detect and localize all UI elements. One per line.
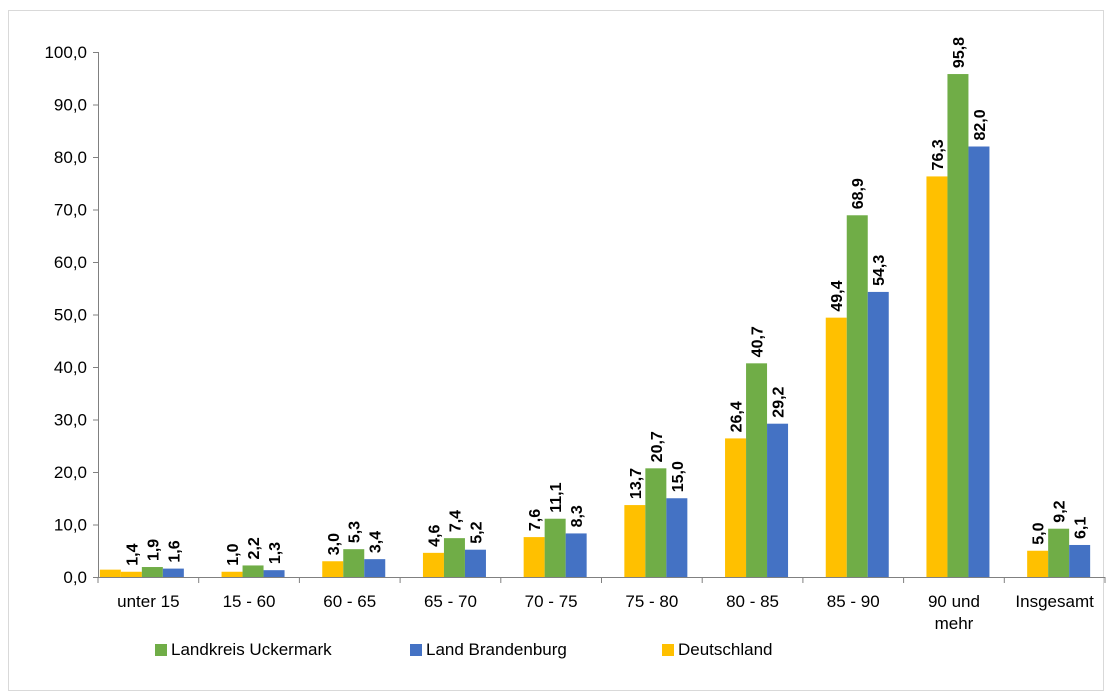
data-label: 13,7 xyxy=(628,468,645,499)
x-tick-label: 80 - 85 xyxy=(726,592,779,611)
bar-landkreis-uckermark xyxy=(1048,528,1070,577)
x-tick-label: 65 - 70 xyxy=(424,592,477,611)
bar-landkreis-uckermark xyxy=(544,518,566,577)
data-label: 3,4 xyxy=(368,531,385,553)
bar-deutschland xyxy=(725,438,747,577)
data-label: 29,2 xyxy=(771,386,788,417)
data-label: 9,2 xyxy=(1052,500,1069,522)
data-label: 6,1 xyxy=(1073,517,1090,539)
data-label: 5,3 xyxy=(347,521,364,543)
bar-land-brandenburg xyxy=(767,423,789,577)
bar-deutschland xyxy=(523,537,545,577)
data-label: 1,0 xyxy=(225,543,242,565)
bar-deutschland xyxy=(322,561,344,577)
data-label: 20,7 xyxy=(649,431,666,462)
data-label: 26,4 xyxy=(729,401,746,432)
data-label: 4,6 xyxy=(426,525,443,547)
x-tick-label: unter 15 xyxy=(117,592,179,611)
data-label: 5,0 xyxy=(1031,522,1048,544)
y-tick-label: 10,0 xyxy=(54,516,87,535)
data-label: 1,6 xyxy=(166,540,183,562)
y-tick-label: 0,0 xyxy=(63,568,87,587)
legend-swatch xyxy=(155,644,167,656)
data-label: 3,0 xyxy=(326,533,343,555)
bar-landkreis-uckermark xyxy=(947,74,969,578)
bar-land-brandenburg xyxy=(162,568,184,577)
bar-deutschland xyxy=(825,317,847,577)
data-label: 15,0 xyxy=(670,461,687,492)
x-tick-label: mehr xyxy=(935,614,974,633)
y-tick-label: 20,0 xyxy=(54,463,87,482)
bar-landkreis-uckermark xyxy=(242,565,264,577)
data-label: 68,9 xyxy=(850,178,867,209)
data-label: 8,3 xyxy=(569,505,586,527)
y-tick-label: 50,0 xyxy=(54,306,87,325)
bar-land-brandenburg xyxy=(263,570,285,577)
x-tick-label: 60 - 65 xyxy=(323,592,376,611)
bar-landkreis-uckermark xyxy=(343,549,365,577)
bar-deutschland xyxy=(1027,550,1049,577)
data-label: 1,4 xyxy=(124,543,141,565)
x-tick-label: Insgesamt xyxy=(1015,592,1094,611)
data-label: 82,0 xyxy=(972,109,989,140)
data-label: 95,8 xyxy=(951,37,968,68)
y-tick-label: 30,0 xyxy=(54,411,87,430)
bar-landkreis-uckermark xyxy=(746,363,768,577)
bar-deutschland xyxy=(624,505,646,577)
legend-entry: Deutschland xyxy=(678,640,773,659)
bar-landkreis-uckermark xyxy=(846,215,868,577)
legend-swatch xyxy=(662,644,674,656)
data-label: 7,6 xyxy=(527,509,544,531)
y-tick-label: 100,0 xyxy=(44,43,87,62)
data-label: 76,3 xyxy=(930,139,947,170)
y-tick-label: 80,0 xyxy=(54,148,87,167)
x-tick-label: 15 - 60 xyxy=(223,592,276,611)
bar-deutschland xyxy=(120,571,142,577)
data-label: 49,4 xyxy=(829,280,846,311)
data-label: 7,4 xyxy=(447,510,464,532)
data-label: 1,9 xyxy=(145,539,162,561)
bar-deutschland xyxy=(422,552,444,577)
data-label: 40,7 xyxy=(750,326,767,357)
bar-landkreis-uckermark xyxy=(141,567,163,577)
y-tick-label: 70,0 xyxy=(54,201,87,220)
legend-entry: Landkreis Uckermark xyxy=(171,640,332,659)
data-label: 2,2 xyxy=(246,537,263,559)
data-label: 5,2 xyxy=(468,521,485,543)
x-tick-label: 90 und xyxy=(928,592,980,611)
bar-land-brandenburg xyxy=(565,533,587,577)
bar-landkreis-uckermark xyxy=(645,468,667,577)
bar-landkreis-uckermark xyxy=(443,538,465,577)
x-tick-label: 70 - 75 xyxy=(525,592,578,611)
legend-entry: Land Brandenburg xyxy=(426,640,567,659)
x-tick-label: 75 - 80 xyxy=(625,592,678,611)
y-tick-label: 60,0 xyxy=(54,253,87,272)
data-label: 54,3 xyxy=(871,255,888,286)
data-label: 1,3 xyxy=(267,542,284,564)
legend-swatch xyxy=(410,644,422,656)
bar-land-brandenburg xyxy=(666,498,688,577)
bar-land-brandenburg xyxy=(364,559,386,577)
x-tick-label: 85 - 90 xyxy=(827,592,880,611)
bar-land-brandenburg xyxy=(464,549,486,577)
bar-land-brandenburg xyxy=(968,146,990,577)
y-tick-label: 40,0 xyxy=(54,358,87,377)
bar-deutschland xyxy=(926,176,948,578)
bar-land-brandenburg xyxy=(1069,544,1091,577)
bar-extra xyxy=(99,569,121,577)
bar-land-brandenburg xyxy=(867,291,889,577)
bar-deutschland xyxy=(221,571,243,577)
y-tick-label: 90,0 xyxy=(54,96,87,115)
data-label: 11,1 xyxy=(548,482,565,512)
